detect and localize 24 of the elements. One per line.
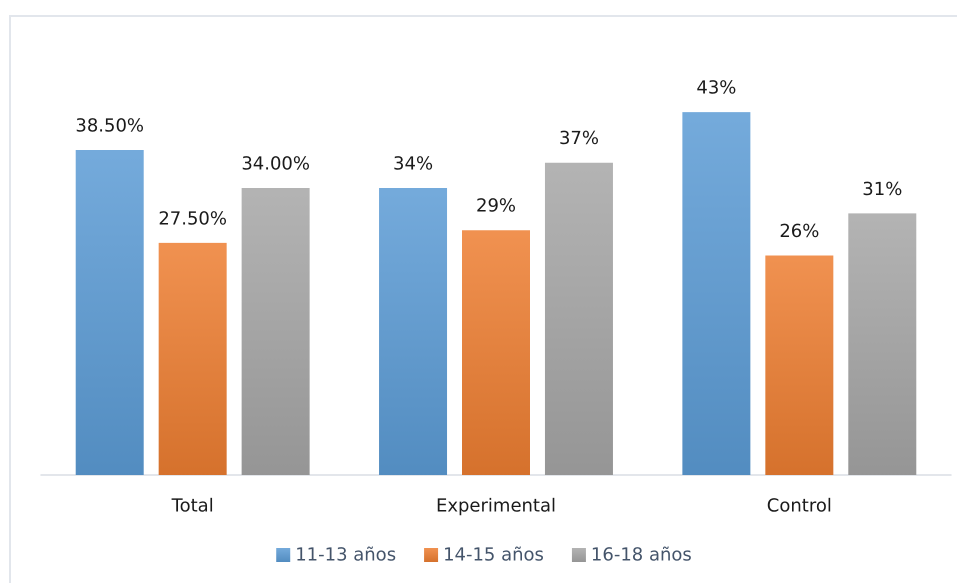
data-label: 37% xyxy=(558,128,599,150)
bar xyxy=(765,256,834,475)
bar xyxy=(544,162,613,475)
data-label: 38.50% xyxy=(75,116,144,137)
legend-label: 11-13 años xyxy=(295,544,396,566)
x-tick-label: Total xyxy=(170,496,214,516)
x-tick-label: Experimental xyxy=(436,496,556,516)
data-label: 34% xyxy=(393,154,434,175)
bar xyxy=(682,112,750,475)
data-label: 26% xyxy=(779,221,820,242)
data-label: 29% xyxy=(476,196,516,217)
legend-label: 14-15 años xyxy=(443,544,544,566)
data-label: 31% xyxy=(862,178,902,200)
bar xyxy=(462,230,530,475)
data-label: 27.50% xyxy=(158,208,227,230)
bar xyxy=(158,242,227,475)
bar xyxy=(242,188,310,475)
data-label: 34.00% xyxy=(241,154,310,175)
bar xyxy=(76,150,144,475)
bar xyxy=(848,213,916,475)
x-tick-label: Control xyxy=(766,496,832,516)
bar xyxy=(379,188,448,475)
data-label: 43% xyxy=(696,78,736,99)
legend-label: 16-18 años xyxy=(590,544,692,566)
